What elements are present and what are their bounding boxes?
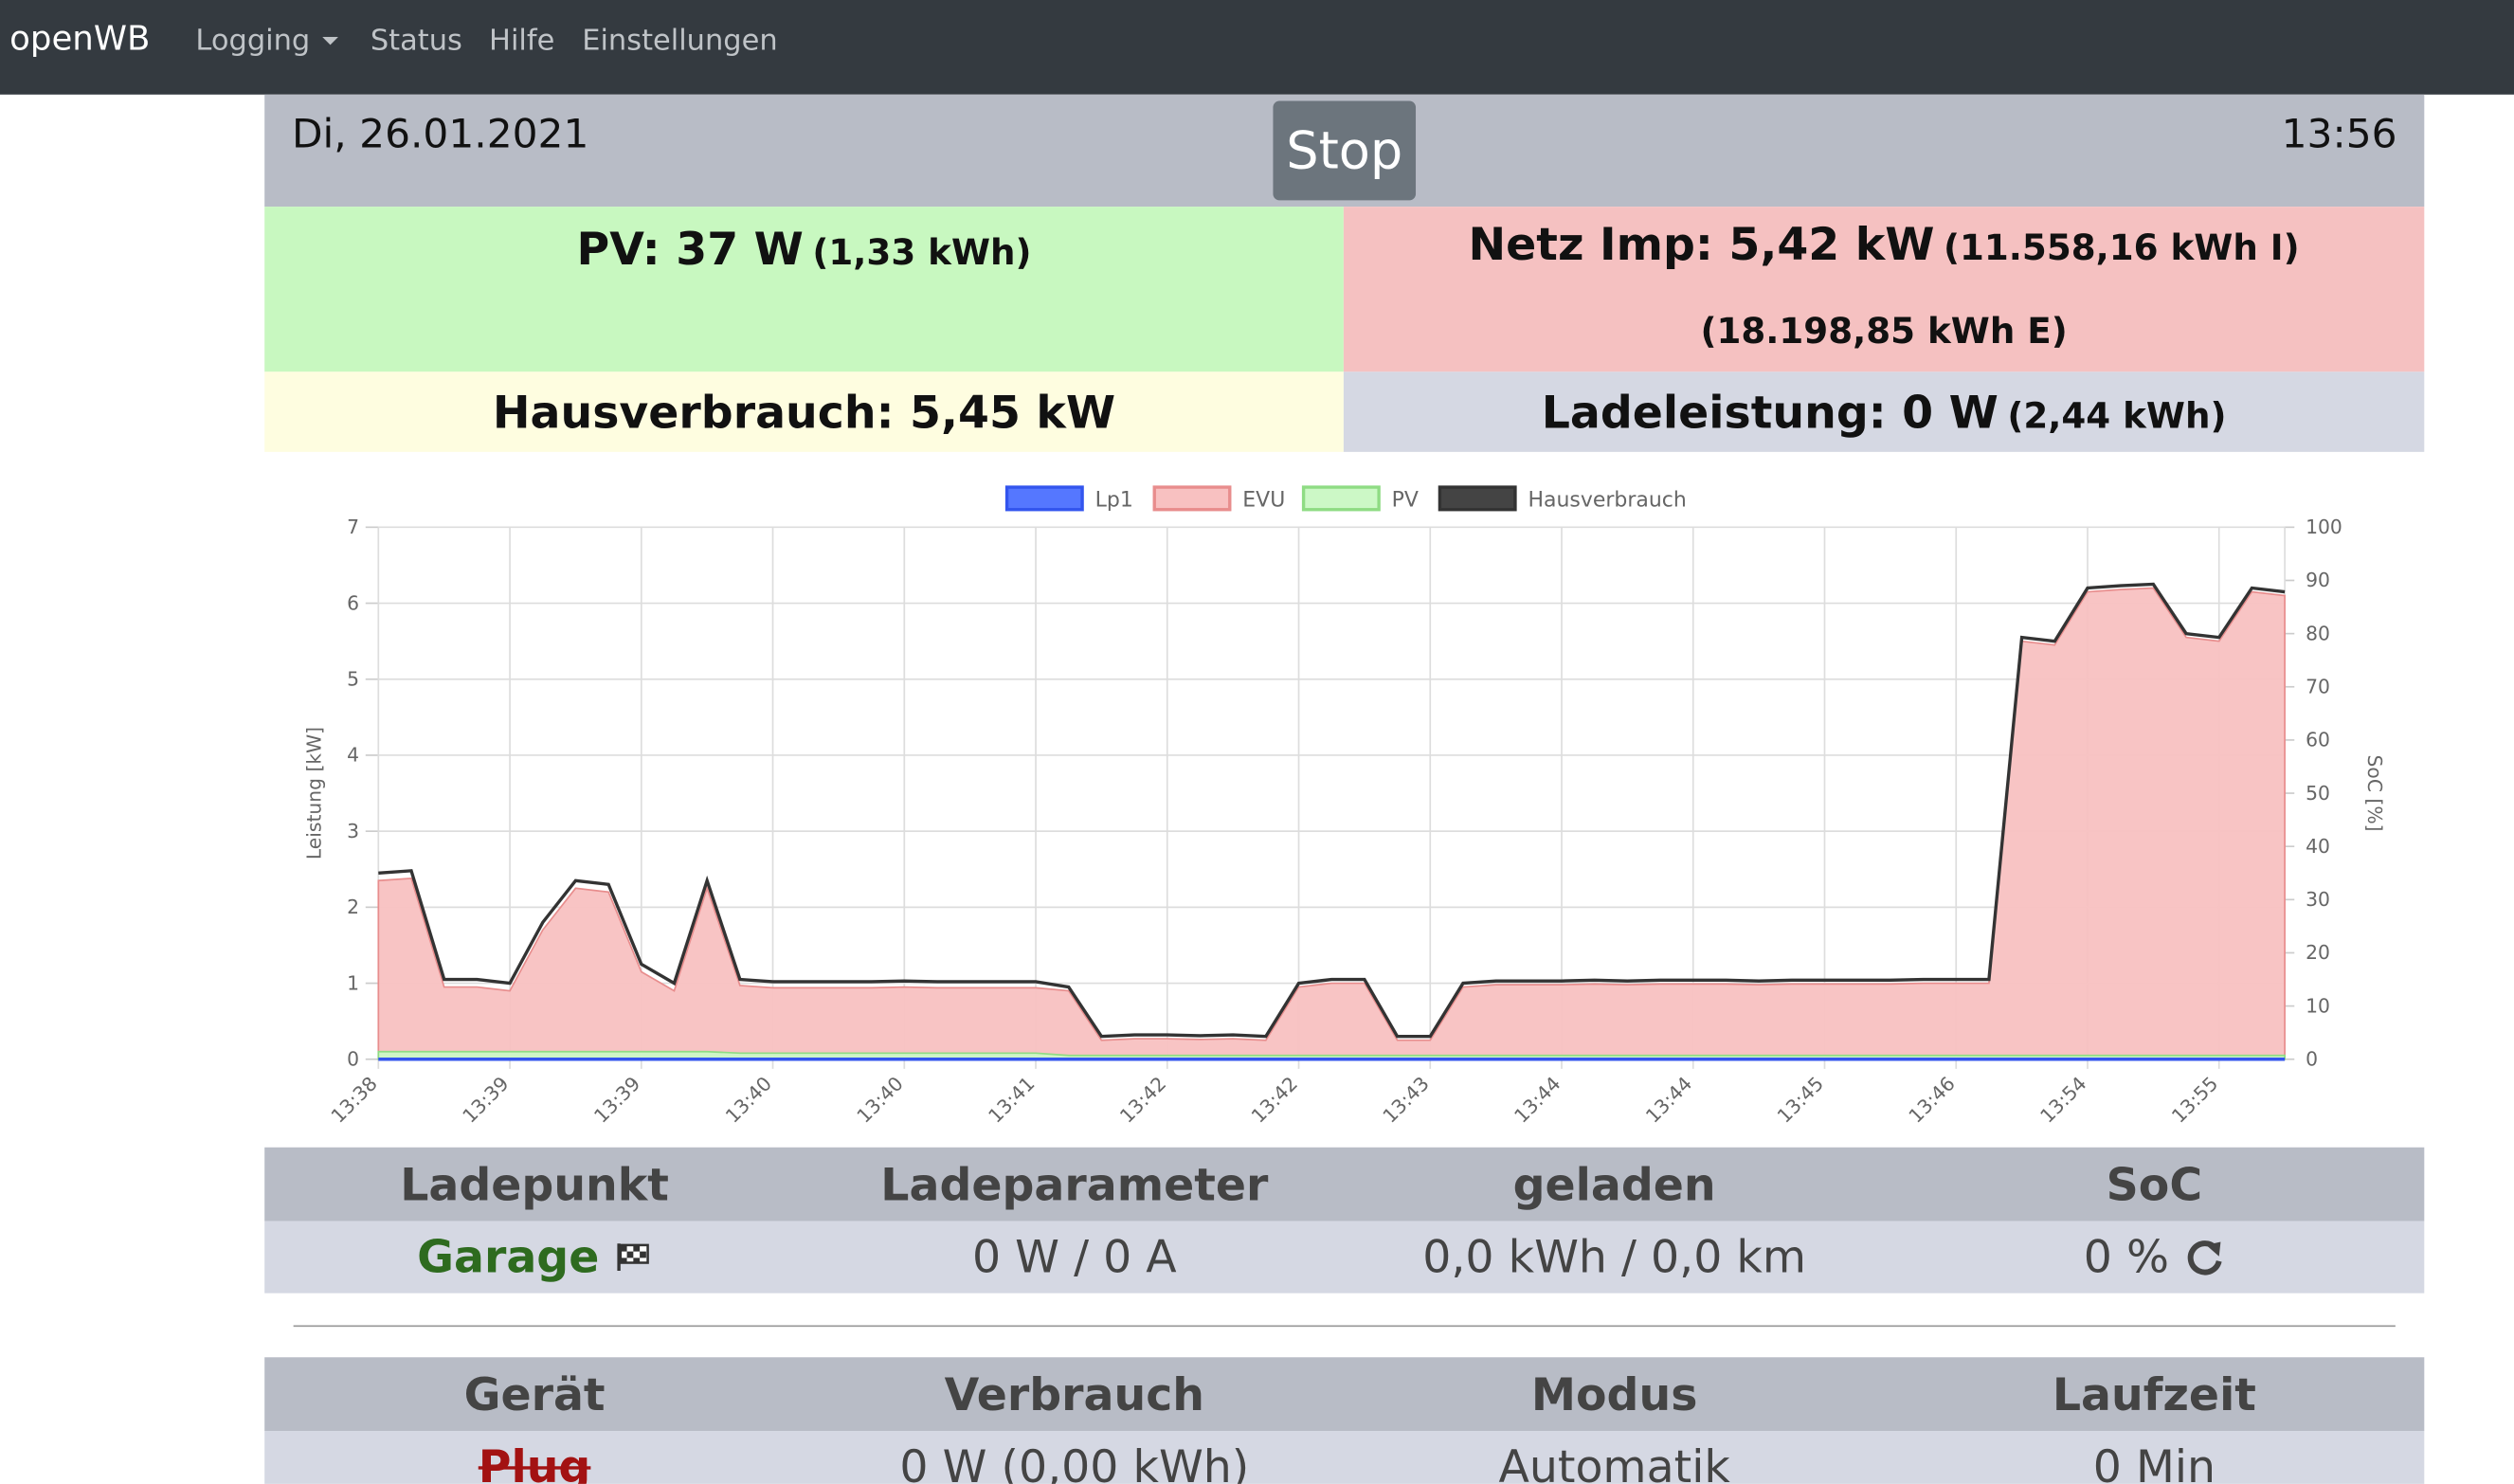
x-tick-label: 13:42 <box>1115 1072 1170 1127</box>
y-tick-label: 1 <box>347 971 359 994</box>
date: Di, 26.01.2021 <box>291 110 589 157</box>
y2-tick-label: 40 <box>2306 835 2330 858</box>
time: 13:56 <box>2281 110 2397 157</box>
dropdown-caret <box>322 36 339 45</box>
x-tick-label: 13:42 <box>1247 1072 1302 1127</box>
pv-panel: PV: 37 W (1,33 kWh) <box>264 207 1344 372</box>
y-tick-label: 2 <box>347 896 359 918</box>
lade-value: Ladeleistung: 0 W <box>1541 385 1999 439</box>
y2-tick-label: 10 <box>2306 994 2330 1017</box>
y-axis-label: Leistung [kW] <box>302 727 325 860</box>
x-tick-label: 13:40 <box>853 1072 908 1127</box>
y-tick-label: 0 <box>347 1048 359 1071</box>
pv-energy: (1,33 kWh) <box>812 233 1032 275</box>
y2-tick-label: 100 <box>2306 516 2342 538</box>
stop-button[interactable]: Stop <box>1273 100 1417 201</box>
y2-tick-label: 80 <box>2306 622 2330 644</box>
haus-value: Hausverbrauch: 5,45 kW <box>492 385 1116 439</box>
y2-tick-label: 60 <box>2306 729 2330 751</box>
series-area <box>377 1050 2286 1060</box>
ladepunkt-name[interactable]: Garage <box>417 1230 600 1284</box>
nav-item[interactable]: Einstellungen <box>582 24 778 58</box>
netz-value: Netz Imp: 5,42 kW <box>1468 217 1935 271</box>
netz-energy: (11.558,16 kWh I) (18.198,85 kWh E) <box>1700 228 2300 353</box>
brand[interactable]: openWB <box>9 19 151 58</box>
header-cell: Laufzeit <box>2052 1367 2256 1421</box>
refresh-icon[interactable] <box>2183 1237 2225 1278</box>
header-cell: Ladepunkt <box>400 1157 669 1211</box>
y2-tick-label: 70 <box>2306 676 2330 698</box>
y-tick-label: 6 <box>347 591 359 614</box>
legend-swatch <box>1004 485 1084 512</box>
y2-tick-label: 50 <box>2306 782 2330 805</box>
header-bar: Di, 26.01.2021 13:56 Stop <box>264 94 2425 208</box>
y-tick-label: 3 <box>347 820 359 842</box>
y2-tick-label: 90 <box>2306 569 2330 591</box>
legend-label: Hausverbrauch <box>1528 488 1686 512</box>
navbar: openWB Logging Status Hilfe Einstellunge… <box>0 0 2514 95</box>
header-cell: SoC <box>2106 1157 2203 1211</box>
y-tick-label: 7 <box>347 516 359 538</box>
table-header: Gerät Verbrauch Modus Laufzeit <box>264 1357 2425 1432</box>
x-tick-label: 13:43 <box>1378 1072 1433 1127</box>
divider <box>293 1325 2396 1328</box>
series-line <box>378 582 2286 1039</box>
x-tick-label: 13:44 <box>1641 1072 1696 1127</box>
legend-swatch <box>1152 485 1232 512</box>
x-tick-label: 13:45 <box>1773 1072 1828 1127</box>
device-name[interactable]: Plug <box>478 1440 591 1484</box>
cell: 0 W / 0 A <box>971 1230 1177 1284</box>
table-row: Plug 0 W (0,00 kWh) Automatik 0 Min <box>264 1431 2425 1484</box>
table-row: Garage 0 W / 0 A 0,0 kWh / 0,0 km 0 % <box>264 1221 2425 1294</box>
x-tick-label: 13:54 <box>2035 1072 2090 1127</box>
y2-tick-label: 30 <box>2306 888 2330 911</box>
x-tick-label: 13:46 <box>1904 1072 1959 1127</box>
legend-swatch <box>1438 485 1517 512</box>
cell: Automatik <box>1498 1440 1730 1484</box>
x-tick-label: 13:39 <box>589 1072 644 1127</box>
nav-item[interactable]: Hilfe <box>489 24 555 58</box>
header-cell: geladen <box>1512 1157 1716 1211</box>
haus-panel: Hausverbrauch: 5,45 kW <box>264 371 1344 452</box>
cell: 0,0 kWh / 0,0 km <box>1422 1230 1807 1284</box>
y-tick-label: 4 <box>347 744 359 767</box>
legend-label: Lp1 <box>1095 488 1133 512</box>
x-tick-label: 13:41 <box>984 1072 1039 1127</box>
cell: 0 W (0,00 kWh) <box>899 1440 1250 1484</box>
legend-label: PV <box>1392 488 1419 512</box>
x-tick-label: 13:55 <box>2167 1072 2222 1127</box>
header-cell: Verbrauch <box>944 1367 1205 1421</box>
y-tick-label: 5 <box>347 668 359 691</box>
x-tick-label: 13:40 <box>721 1072 776 1127</box>
legend-swatch <box>1301 485 1381 512</box>
header-cell: Ladeparameter <box>880 1157 1269 1211</box>
table-header: Ladepunkt Ladeparameter geladen SoC <box>264 1147 2425 1222</box>
cell: 0 Min <box>2092 1440 2216 1484</box>
series-area <box>377 587 2286 1060</box>
x-tick-label: 13:44 <box>1510 1072 1564 1127</box>
nav-item[interactable]: Logging <box>195 24 311 58</box>
cell: Garage <box>264 1230 805 1284</box>
y2-axis-label: SoC [%] <box>2363 755 2386 832</box>
flag-icon <box>616 1243 649 1271</box>
nav-item[interactable]: Status <box>370 24 462 58</box>
lade-panel: Ladeleistung: 0 W (2,44 kWh) <box>1343 371 2425 452</box>
x-tick-label: 13:39 <box>458 1072 513 1127</box>
cell: 0 % <box>1885 1230 2425 1284</box>
netz-panel: Netz Imp: 5,42 kW (11.558,16 kWh I) (18.… <box>1343 207 2425 372</box>
soc-value: 0 % <box>2083 1230 2169 1284</box>
y2-tick-label: 20 <box>2306 941 2330 964</box>
x-tick-label: 13:38 <box>327 1072 382 1127</box>
y2-tick-label: 0 <box>2306 1048 2318 1071</box>
header-cell: Modus <box>1530 1367 1698 1421</box>
pv-value: PV: 37 W <box>576 223 804 276</box>
lade-energy: (2,44 kWh) <box>2007 396 2227 437</box>
header-cell: Gerät <box>463 1367 606 1421</box>
legend-label: EVU <box>1242 488 1285 512</box>
